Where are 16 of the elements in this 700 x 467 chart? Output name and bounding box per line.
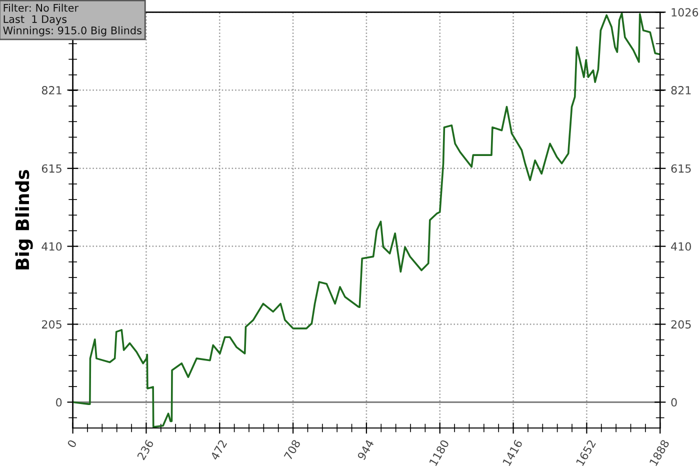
y2-tick-label: 410 [671,242,691,251]
annotation: Winnings: 915.0 Big Blinds [3,26,142,36]
text: Last 1 Days [4,15,67,26]
y-axis-title: Big Blinds [15,170,33,270]
y2-tick-label: 615 [671,164,691,173]
y2-tick-label: 821 [671,86,691,94]
x-tick-label: 0 [66,439,77,448]
y-tick-label: 410 [42,242,62,251]
y-tick-label: 0 [56,398,62,407]
text: Filter: No Filter [4,4,79,12]
y2-tick-label: 1026 [672,8,698,17]
y2-tick-label: 0 [671,398,677,407]
y-tick-label: 205 [42,320,62,329]
y-tick-label: 821 [42,86,62,94]
y2-tick-label: 205 [671,320,691,329]
y-tick-label: 615 [42,164,62,173]
